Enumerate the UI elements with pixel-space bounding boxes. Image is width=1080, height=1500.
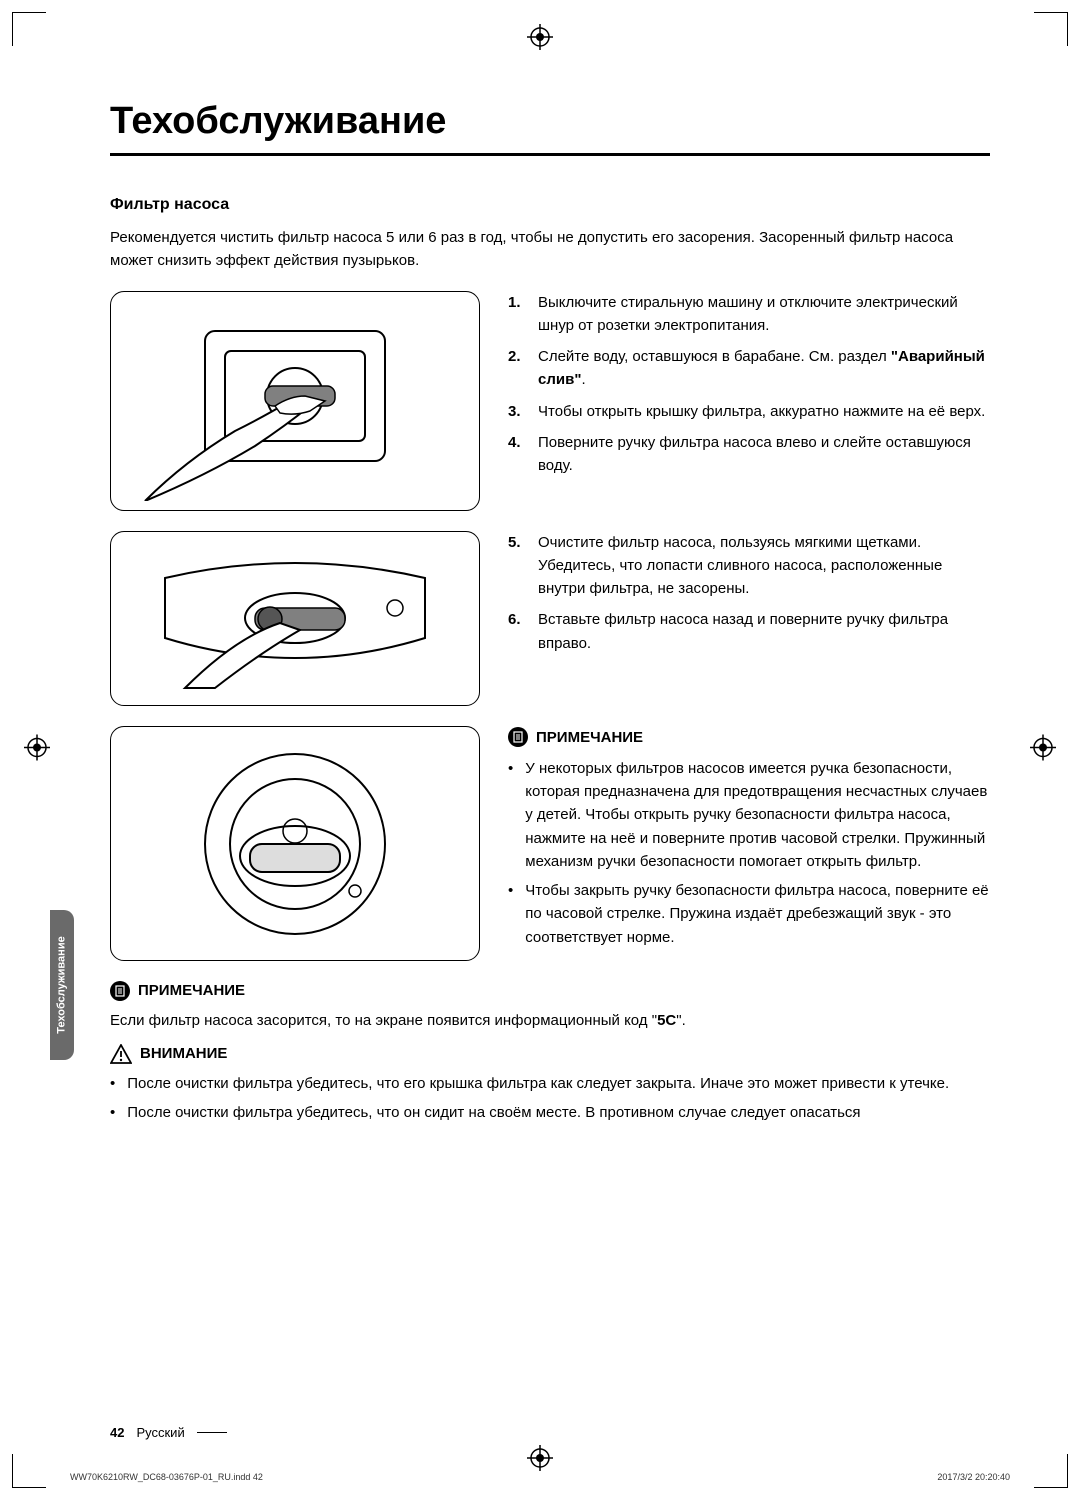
crop-mark-bl [12,1454,46,1488]
step-number: 3. [508,400,528,423]
crop-mark-br [1034,1454,1068,1488]
step-item: 5.Очистите фильтр насоса, пользуясь мягк… [508,531,990,601]
caution-title: ВНИМАНИЕ [140,1045,227,1062]
note-col-1: ПРИМЕЧАНИЕ У некоторых фильтров насосов … [508,726,990,961]
registration-mark-top [527,24,553,55]
step-number: 4. [508,431,528,478]
illustration-1 [110,291,480,511]
row-2: 5.Очистите фильтр насоса, пользуясь мягк… [110,531,990,706]
note2-pre: Если фильтр насоса засорится, то на экра… [110,1012,657,1029]
crop-mark-tr [1034,12,1068,46]
row-1: 1.Выключите стиральную машину и отключит… [110,291,990,511]
illustration-3 [110,726,480,961]
note-title-2: ПРИМЕЧАНИЕ [138,982,245,999]
step-number: 5. [508,531,528,601]
step-item: 4.Поверните ручку фильтра насоса влево и… [508,431,990,478]
note-icon [508,727,528,747]
step-item: 3. Чтобы открыть крышку фильтра, аккуратн… [508,400,990,423]
print-timestamp: 2017/3/2 20:20:40 [937,1472,1010,1482]
steps-col-a: 1.Выключите стиральную машину и отключит… [508,291,990,511]
footer-line [197,1432,227,1433]
intro-text: Рекомендуется чистить фильтр насоса 5 ил… [110,226,990,273]
note2-post: ". [676,1012,686,1029]
crop-mark-tl [12,12,46,46]
step-text: Вставьте фильтр насоса назад и поверните… [538,608,990,655]
note-item: У некоторых фильтров насосов имеется руч… [508,757,990,873]
row-3: ПРИМЕЧАНИЕ У некоторых фильтров насосов … [110,726,990,961]
page-language: Русский [136,1425,184,1440]
section-subhead: Фильтр насоса [110,196,990,214]
note-heading-1: ПРИМЕЧАНИЕ [508,726,990,749]
step-item: 1.Выключите стиральную машину и отключит… [508,291,990,338]
step-number: 2. [508,345,528,392]
print-filename: WW70K6210RW_DC68-03676P-01_RU.indd 42 [70,1472,263,1482]
caution-block: ВНИМАНИЕ После очистки фильтра убедитесь… [110,1044,990,1125]
note2-code: 5C [657,1012,676,1029]
warning-icon [110,1044,132,1064]
step-text: Выключите стиральную машину и отключите … [538,291,990,338]
page-content: Техобслуживание Фильтр насоса Рекомендуе… [110,100,990,1130]
side-tab-label: Техобслуживание [56,936,68,1033]
note-title-1: ПРИМЕЧАНИЕ [536,726,643,749]
note-block-2: ПРИМЕЧАНИЕ Если фильтр насоса засорится,… [110,981,990,1032]
caution-item: После очистки фильтра убедитесь, что его… [110,1072,990,1095]
page-footer: 42 Русский [110,1425,227,1440]
note-heading-2: ПРИМЕЧАНИЕ [110,981,990,1001]
registration-mark-left [24,735,50,766]
step-item: 2.Слейте воду, оставшуюся в барабане. См… [508,345,990,392]
note2-text: Если фильтр насоса засорится, то на экра… [110,1009,990,1032]
step-text: Слейте воду, оставшуюся в барабане. См. … [538,345,990,392]
side-tab: Техобслуживание [50,910,74,1060]
caution-heading: ВНИМАНИЕ [110,1044,990,1064]
registration-mark-right [1030,735,1056,766]
step-item: 6.Вставьте фильтр насоса назад и поверни… [508,608,990,655]
step-text: Поверните ручку фильтра насоса влево и с… [538,431,990,478]
step-number: 6. [508,608,528,655]
step-text: Чтобы открыть крышку фильтра, аккуратно … [538,400,985,423]
steps-col-b: 5.Очистите фильтр насоса, пользуясь мягк… [508,531,990,706]
step-number: 1. [508,291,528,338]
step-text: Очистите фильтр насоса, пользуясь мягким… [538,531,990,601]
illustration-2 [110,531,480,706]
page-number: 42 [110,1425,124,1440]
page-title: Техобслуживание [110,100,990,156]
note-item: Чтобы закрыть ручку безопасности фильтра… [508,879,990,949]
print-footer: WW70K6210RW_DC68-03676P-01_RU.indd 42 20… [70,1472,1010,1482]
caution-item: После очистки фильтра убедитесь, что он … [110,1101,990,1124]
note-icon [110,981,130,1001]
